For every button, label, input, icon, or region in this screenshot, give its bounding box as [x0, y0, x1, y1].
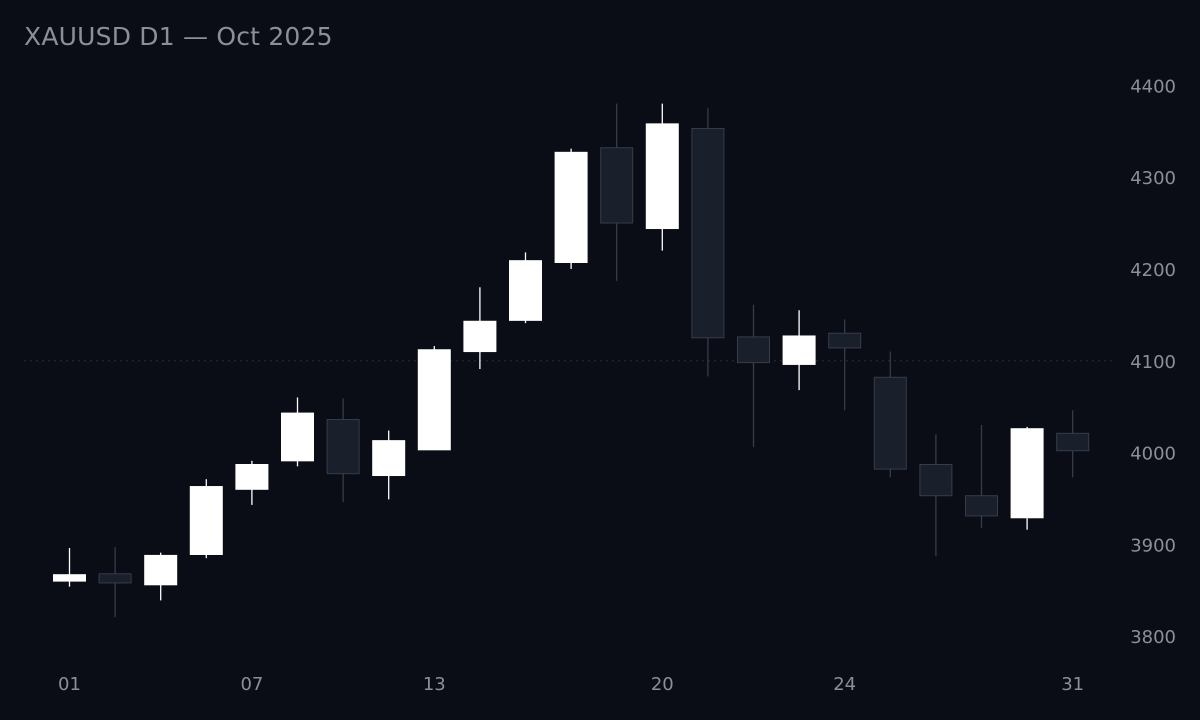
candle [782, 310, 816, 391]
candle [372, 430, 406, 500]
candle [1010, 426, 1044, 530]
y-tick-label: 4400 [1130, 76, 1176, 97]
candle-body [600, 147, 634, 224]
candle [53, 548, 86, 587]
candle-body [554, 151, 588, 264]
candle [326, 398, 360, 503]
candle [144, 552, 178, 601]
candle-body [828, 332, 862, 349]
candle-body [281, 412, 314, 462]
y-tick-label: 3800 [1130, 627, 1176, 648]
y-tick-label: 4200 [1130, 260, 1176, 281]
candle [965, 425, 998, 528]
candle [919, 434, 953, 557]
candle-body [53, 574, 86, 582]
candle-body [417, 349, 451, 451]
candle [189, 479, 223, 559]
candle-body [782, 335, 816, 365]
candle-body [98, 573, 132, 584]
candle-body [1056, 432, 1090, 452]
y-tick-label: 4000 [1130, 444, 1176, 465]
candles-layer [53, 103, 1090, 617]
y-tick-label: 3900 [1130, 535, 1176, 556]
candle [737, 304, 770, 448]
candle [417, 346, 451, 451]
candle [281, 397, 314, 467]
y-tick-label: 4100 [1130, 352, 1176, 373]
candle [645, 103, 679, 251]
candle-body [463, 320, 497, 353]
candle-body [372, 440, 406, 477]
candle [600, 103, 634, 281]
candle [691, 108, 725, 377]
candle-body [509, 260, 542, 321]
candle [1056, 410, 1090, 478]
x-tick-label: 31 [1061, 674, 1084, 695]
candle-body [189, 486, 223, 555]
candle [828, 319, 862, 411]
candle [509, 252, 542, 324]
y-tick-label: 4300 [1130, 168, 1176, 189]
x-tick-label: 07 [240, 674, 263, 695]
candle [873, 351, 907, 478]
candle-body [326, 419, 360, 475]
y-axis: 3800 3900 4000 4100 4200 4300 4400 [1130, 76, 1176, 648]
candle-body [873, 376, 907, 470]
x-tick-label: 24 [833, 674, 856, 695]
x-tick-label: 13 [423, 674, 446, 695]
candle-body [235, 464, 269, 490]
candle-body [691, 127, 725, 339]
chart-title: XAUUSD D1 — Oct 2025 [24, 22, 333, 51]
candle-body [919, 464, 953, 497]
candle [463, 287, 497, 370]
candle [235, 460, 269, 505]
candle [98, 547, 132, 617]
candle-body [645, 123, 679, 230]
candle-body [737, 336, 770, 364]
candle-body [965, 495, 998, 517]
x-axis: 01 07 13 20 24 31 [58, 674, 1084, 695]
candle [554, 148, 588, 269]
x-tick-label: 20 [651, 674, 674, 695]
candle-body [144, 554, 178, 586]
x-tick-label: 01 [58, 674, 81, 695]
candle-body [1010, 428, 1044, 519]
